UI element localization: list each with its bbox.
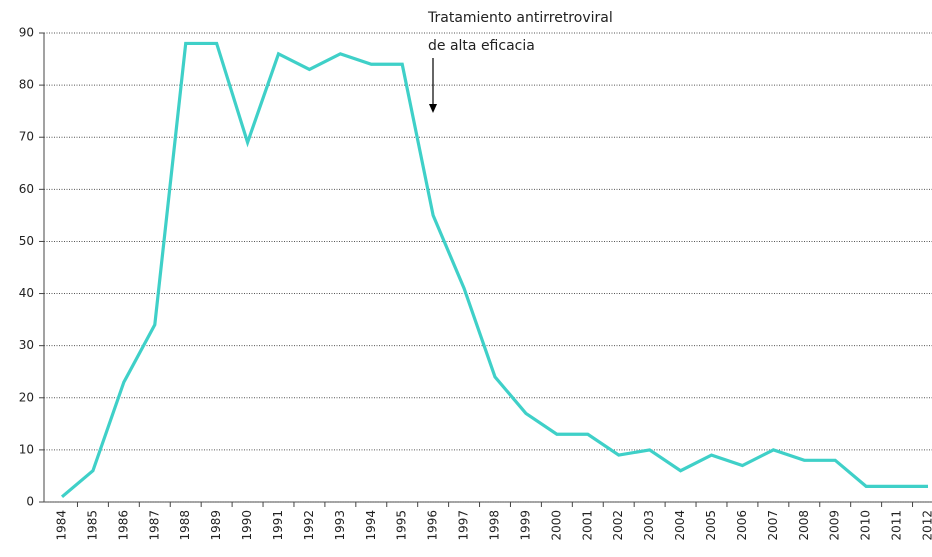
x-tick-label: 1995	[395, 510, 409, 541]
x-tick-label: 1987	[147, 510, 161, 541]
x-tick-label: 2009	[828, 510, 842, 541]
annotation-arrowhead	[429, 104, 437, 113]
y-tick-label: 60	[19, 182, 34, 196]
x-tick-label: 1999	[518, 510, 532, 541]
y-tick-label: 90	[19, 26, 34, 40]
x-tick-label: 2008	[797, 510, 811, 541]
x-tick-label: 1986	[116, 510, 130, 541]
y-tick-label: 20	[19, 390, 34, 404]
annotation: de alta eficacia	[428, 38, 535, 54]
y-tick-label: 10	[19, 442, 34, 456]
x-tick-label: 1984	[55, 510, 69, 541]
annotation: Tratamiento antirretroviral	[427, 10, 613, 26]
x-tick-label: 1992	[302, 510, 316, 541]
x-tick-label: 2004	[673, 510, 687, 541]
y-tick-label: 70	[19, 130, 34, 144]
x-tick-label: 2006	[735, 510, 749, 541]
x-tick-label: 2012	[921, 510, 932, 541]
x-tick-label: 2001	[580, 510, 594, 541]
x-tick-label: 1997	[457, 510, 471, 541]
x-tick-label: 1990	[240, 510, 254, 541]
x-tick-label: 1989	[209, 510, 223, 541]
y-tick-label: 40	[19, 286, 34, 300]
y-tick-label: 30	[19, 338, 34, 352]
y-tick-label: 50	[19, 234, 34, 248]
x-tick-label: 1993	[333, 510, 347, 541]
x-tick-label: 2011	[890, 510, 904, 541]
x-tick-label: 1988	[178, 510, 192, 541]
y-tick-label: 0	[26, 495, 34, 509]
x-tick-label: 2003	[642, 510, 656, 541]
x-tick-label: 1985	[85, 510, 99, 541]
x-tick-label: 2000	[549, 510, 563, 541]
data-line	[60, 41, 928, 499]
y-tick-label: 80	[19, 78, 34, 92]
x-tick-label: 2002	[611, 510, 625, 541]
x-tick-label: 1998	[488, 510, 502, 541]
x-tick-label: 2005	[704, 510, 718, 541]
x-tick-label: 1991	[271, 510, 285, 541]
x-tick-label: 1994	[364, 510, 378, 541]
x-tick-label: 2010	[859, 510, 873, 541]
x-tick-label: 2007	[766, 510, 780, 541]
x-tick-label: 1996	[426, 510, 440, 541]
